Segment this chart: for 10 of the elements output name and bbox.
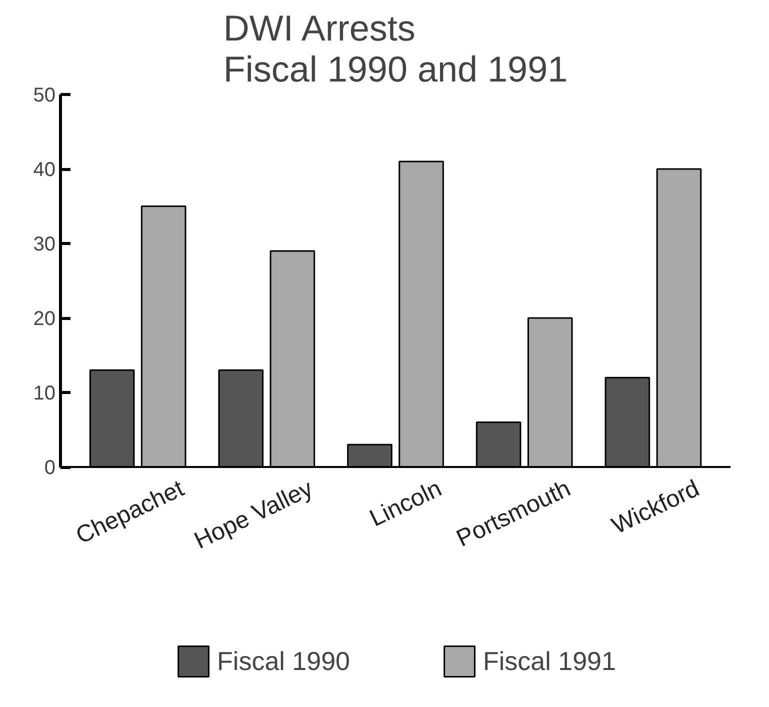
y-tick-label: 20 xyxy=(33,308,56,330)
y-tick-label: 0 xyxy=(44,457,56,479)
x-tick-label: Hope Valley xyxy=(190,474,318,555)
legend-label: Fiscal 1990 xyxy=(217,646,350,676)
legend-label: Fiscal 1991 xyxy=(483,646,616,676)
chart-title: DWI Arrests Fiscal 1990 and 1991 xyxy=(223,8,568,90)
y-tick-label: 10 xyxy=(33,382,56,404)
y-tick-label: 30 xyxy=(33,234,56,256)
y-tick-label: 40 xyxy=(33,159,56,181)
y-tick-label: 50 xyxy=(33,84,56,106)
